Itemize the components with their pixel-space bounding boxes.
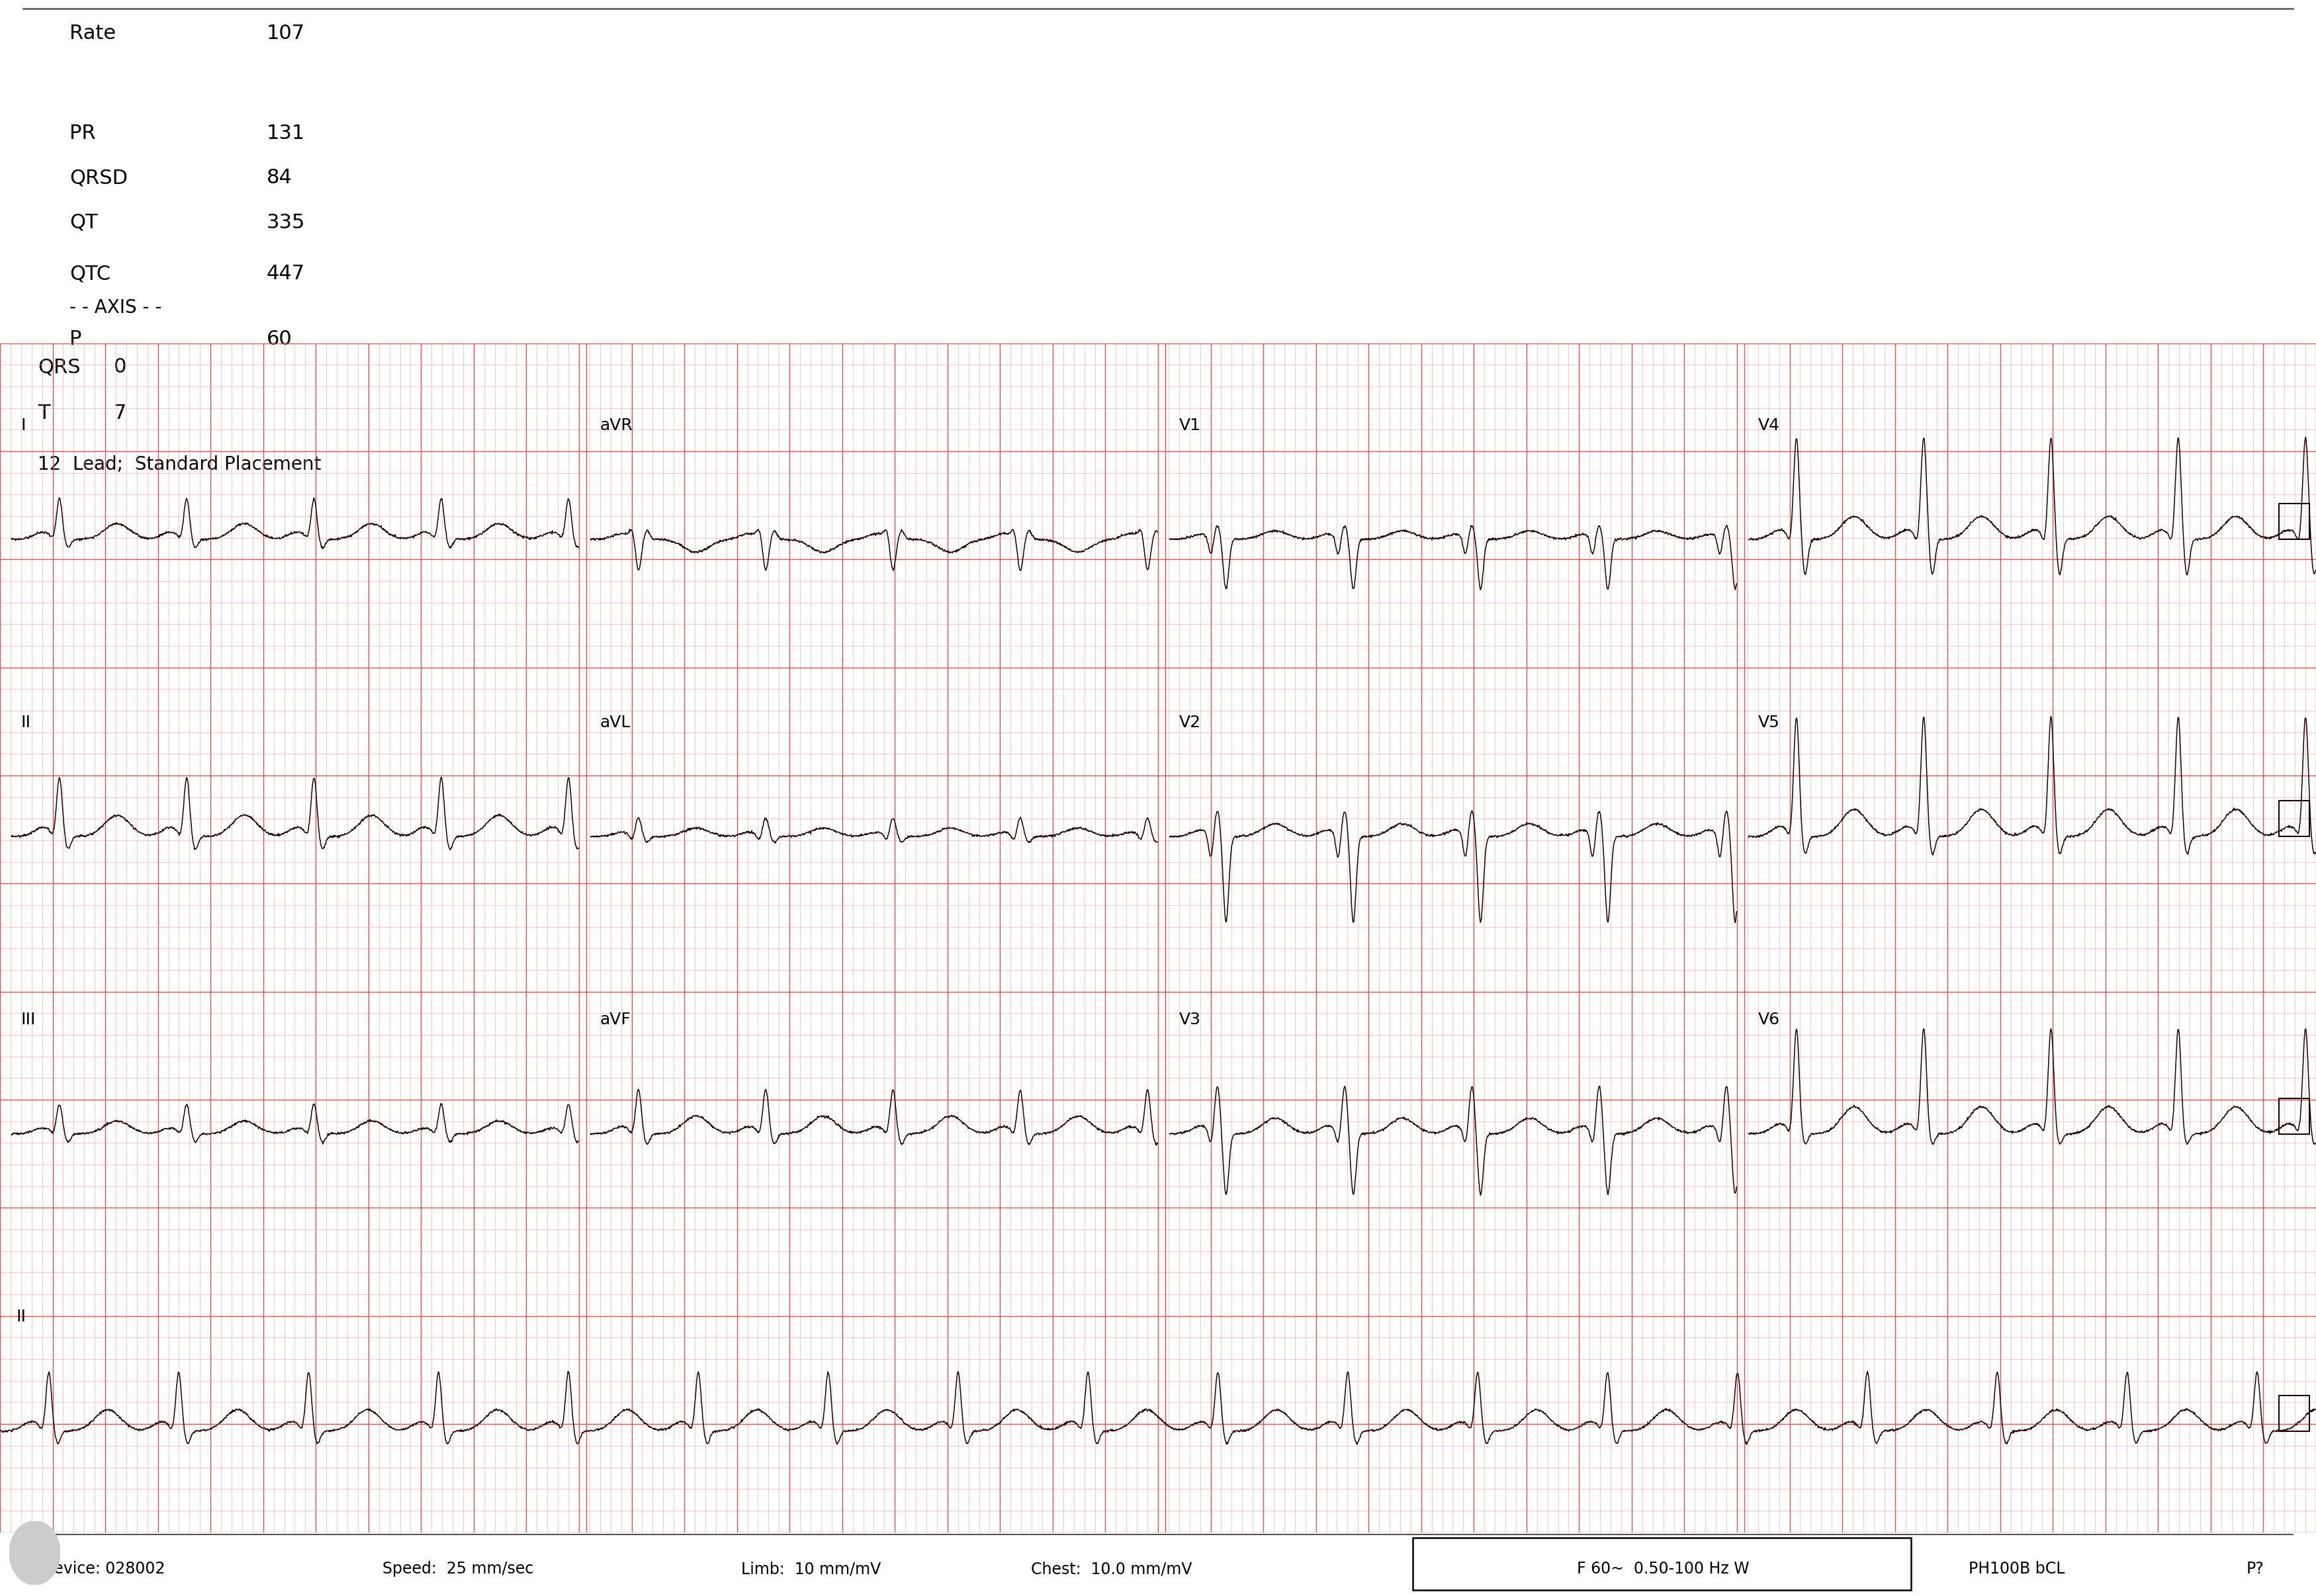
Text: V6: V6 (1758, 1012, 1779, 1028)
Text: III: III (21, 1012, 35, 1028)
Text: 335: 335 (266, 212, 306, 231)
Text: - - AXIS - -: - - AXIS - - (69, 298, 162, 318)
Text: aVR: aVR (600, 417, 632, 433)
Text: P: P (69, 329, 81, 348)
Text: 12  Lead;  Standard Placement: 12 Lead; Standard Placement (37, 455, 322, 474)
Text: 131: 131 (266, 123, 306, 142)
Text: Rate: Rate (69, 24, 116, 43)
Text: Device: 028002: Device: 028002 (42, 1561, 164, 1577)
Text: 84: 84 (266, 168, 292, 187)
Text: 60: 60 (266, 329, 292, 348)
Text: I: I (21, 417, 25, 433)
Text: F 60~  0.50-100 Hz W: F 60~ 0.50-100 Hz W (1577, 1561, 1749, 1577)
Text: QTC: QTC (69, 265, 111, 284)
Text: PR: PR (69, 123, 95, 142)
Text: II: II (16, 1309, 25, 1325)
Text: V4: V4 (1758, 417, 1779, 433)
FancyBboxPatch shape (1413, 1539, 1911, 1590)
Text: V2: V2 (1179, 715, 1200, 731)
Text: aVF: aVF (600, 1012, 630, 1028)
Text: V5: V5 (1758, 715, 1779, 731)
Text: P?: P? (2247, 1561, 2265, 1577)
Text: V3: V3 (1179, 1012, 1200, 1028)
Text: 7: 7 (113, 404, 127, 423)
Text: 447: 447 (266, 265, 306, 284)
Text: II: II (21, 715, 30, 731)
Text: T: T (37, 404, 51, 423)
Text: QRS: QRS (37, 358, 81, 377)
Ellipse shape (9, 1521, 60, 1585)
Text: Limb:  10 mm/mV: Limb: 10 mm/mV (741, 1561, 880, 1577)
Text: Speed:  25 mm/sec: Speed: 25 mm/sec (382, 1561, 533, 1577)
Text: PH100B bCL: PH100B bCL (1969, 1561, 2066, 1577)
Text: 0: 0 (113, 358, 127, 377)
Text: Chest:  10.0 mm/mV: Chest: 10.0 mm/mV (1031, 1561, 1193, 1577)
Text: 107: 107 (266, 24, 306, 43)
Text: aVL: aVL (600, 715, 630, 731)
Text: QT: QT (69, 212, 97, 231)
Text: QRSD: QRSD (69, 168, 127, 187)
Text: V1: V1 (1179, 417, 1200, 433)
